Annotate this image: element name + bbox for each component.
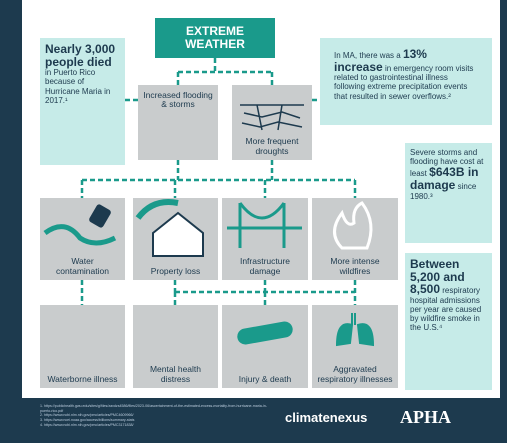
footnote: 4. https://www.ncbi.nlm.nih.gov/pmc/arti… [40, 423, 270, 428]
impact-label: Property loss [151, 267, 201, 276]
impact-box: Property loss [133, 198, 218, 280]
impact-label: More intense wildfires [316, 257, 394, 276]
impact-box: Infrastructure damage [222, 198, 308, 280]
stat-bold: Nearly 3,000 people died [45, 42, 115, 69]
footnote: 1. https://publichealth.gwu.edu/sites/g/… [40, 404, 270, 413]
stat-box: In MA, there was a 13% increase in emerg… [320, 38, 492, 125]
cause-label: More frequent droughts [236, 137, 308, 156]
lungs-icon [312, 305, 398, 350]
stat-box: Between 5,200 and 8,500 respiratory hosp… [405, 253, 492, 390]
house-icon [133, 198, 218, 258]
cause-label: Increased flooding & storms [142, 91, 214, 110]
health-box: Waterborne illness [40, 305, 125, 388]
logo: climatenexus [285, 410, 367, 425]
impact-label: Water contamination [44, 257, 121, 276]
stat-text: in Puerto Rico because of Hurricane Mari… [45, 68, 110, 105]
fire-icon [312, 198, 398, 253]
water-icon [40, 198, 125, 253]
health-label: Mental health distress [137, 365, 214, 384]
cause-box: More frequent droughts [232, 85, 312, 160]
drought-icon [232, 85, 312, 135]
health-box: Mental health distress [133, 305, 218, 388]
stat-box: Severe storms and flooding have cost at … [405, 143, 492, 243]
impact-box: Water contamination [40, 198, 125, 280]
cause-box: Increased flooding & storms [138, 85, 218, 160]
logo: APHA [400, 407, 451, 428]
footnotes: 1. https://publichealth.gwu.edu/sites/g/… [40, 404, 270, 427]
bandage-icon [222, 305, 308, 355]
health-box: Injury & death [222, 305, 308, 388]
bridge-icon [222, 198, 308, 253]
health-label: Aggravated respiratory illnesses [316, 365, 394, 384]
impact-label: Infrastructure damage [226, 257, 304, 276]
infographic: EXTREME WEATHER Nearly 3,000 people died… [0, 0, 507, 443]
stat-box: Nearly 3,000 people died in Puerto Rico … [40, 38, 125, 165]
title: EXTREME WEATHER [155, 18, 275, 58]
health-box: Aggravated respiratory illnesses [312, 305, 398, 388]
health-label: Waterborne illness [47, 375, 117, 384]
health-label: Injury & death [239, 375, 291, 384]
impact-box: More intense wildfires [312, 198, 398, 280]
